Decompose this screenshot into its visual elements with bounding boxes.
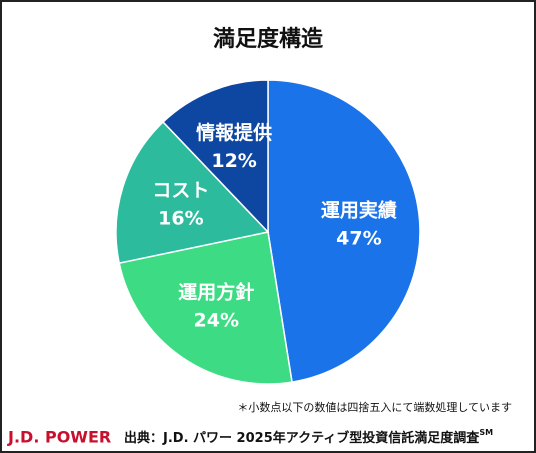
footnote: ＊小数点以下の数値は四捨五入にて端数処理しています — [237, 400, 512, 414]
pie-slice — [267, 79, 421, 383]
slice-label: コスト — [152, 179, 209, 201]
slice-value: 47% — [336, 227, 381, 249]
slice-value: 12% — [211, 150, 256, 172]
pie-slice — [162, 79, 269, 234]
source: 出典：J.D. パワー 2025年アクティブ型投資信託満足度調査SM — [124, 428, 493, 446]
pie-slice — [115, 120, 270, 265]
source-text: 出典：J.D. パワー 2025年アクティブ型投資信託満足度調査 — [124, 430, 480, 446]
slice-value: 16% — [158, 207, 203, 229]
pie-slice — [118, 231, 293, 385]
slice-value: 24% — [194, 310, 239, 332]
chart-title: 満足度構造 — [213, 26, 323, 52]
slice-label: 運用実績 — [321, 198, 397, 221]
pie: 運用実績 47% 運用方針 24% コスト 16% 情報提供 12% — [115, 79, 421, 385]
slice-label: 運用方針 — [178, 281, 254, 304]
slice-label: 情報提供 — [196, 121, 272, 144]
logo: J.D. POWER — [7, 428, 111, 447]
source-mark: SM — [479, 428, 493, 437]
